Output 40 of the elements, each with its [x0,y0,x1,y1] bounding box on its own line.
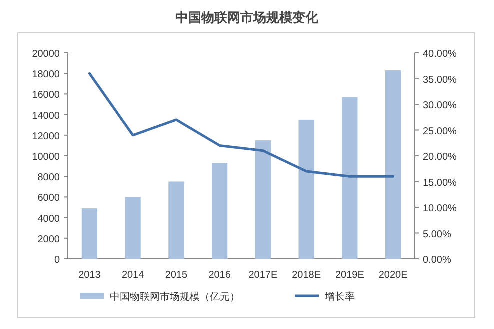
y-tick-label: 12000 [32,131,60,142]
y2-tick-label: 25.00% [423,126,458,138]
y-tick-label: 2000 [38,234,60,246]
bar [212,163,228,259]
y2-tick-label: 30.00% [423,100,458,112]
y-tick-label: 6000 [38,193,60,204]
y2-tick-label: 10.00% [423,204,458,214]
legend-label: 中国物联网市场规模（亿元） [110,291,240,303]
y-tick-label: 20000 [32,49,60,60]
bar [342,97,358,259]
x-tick-label: 2014 [122,270,145,281]
y-tick-label: 16000 [32,90,60,102]
bar [125,197,141,259]
y-tick-label: 10000 [32,152,60,163]
chart-title: 中国物联网市场规模变化 [176,10,320,25]
y2-tick-label: 40.00% [423,49,458,60]
x-tick-label: 2017E [248,270,278,281]
x-tick-label: 2015 [165,270,188,281]
y2-tick-label: 0.00% [423,255,452,266]
y2-tick-label: 15.00% [423,178,458,189]
y-tick-label: 14000 [32,110,60,122]
bar [298,120,314,259]
x-tick-label: 2020E [378,270,408,281]
y2-tick-label: 5.00% [423,229,452,240]
legend-label: 增长率 [324,291,355,303]
y-tick-label: 4000 [38,214,60,225]
y2-tick-label: 20.00% [423,152,458,163]
y-tick-label: 0 [54,255,60,266]
line-series [88,72,395,178]
x-tick-label: 2016 [208,270,232,281]
x-tick-label: 2013 [78,270,102,281]
bar [386,70,402,259]
x-tick-label: 2018E [292,270,322,281]
y-tick-label: 18000 [32,70,60,81]
y-tick-label: 8000 [38,172,60,184]
x-tick-label: 2019E [335,270,365,281]
y2-tick-label: 35.00% [423,74,458,86]
bar [168,182,184,259]
bar [255,140,271,259]
bar [82,208,98,259]
